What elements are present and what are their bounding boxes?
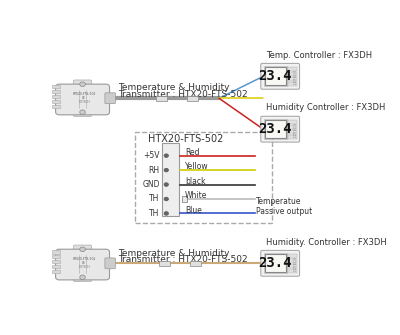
Text: Humidity. Controller : FX3DH: Humidity. Controller : FX3DH [266, 238, 387, 247]
Text: Temperatue
Passive output: Temperatue Passive output [256, 197, 312, 216]
Text: Blue: Blue [185, 206, 202, 215]
Bar [288, 120, 297, 124]
FancyBboxPatch shape [74, 245, 92, 254]
Bar [52, 100, 60, 103]
Text: HTX20-FTS-502: HTX20-FTS-502 [148, 134, 223, 144]
FancyBboxPatch shape [56, 249, 110, 280]
Bar [156, 96, 167, 100]
Bar [288, 77, 297, 81]
FancyBboxPatch shape [261, 251, 300, 276]
Text: Transmitter : HTX20-FTS-502: Transmitter : HTX20-FTS-502 [118, 90, 248, 99]
Text: Red: Red [185, 148, 199, 157]
Bar [187, 96, 198, 100]
FancyBboxPatch shape [74, 108, 92, 117]
Text: 23.4: 23.4 [258, 256, 292, 270]
Text: 23.4: 23.4 [258, 122, 292, 136]
Bar [135, 132, 272, 223]
Circle shape [164, 183, 168, 186]
FancyBboxPatch shape [105, 258, 116, 269]
Circle shape [80, 247, 85, 252]
Bar [159, 261, 170, 266]
Bar [190, 261, 201, 266]
Text: Temperature & Humidity: Temperature & Humidity [118, 83, 230, 92]
Text: black: black [185, 177, 205, 186]
Bar [52, 270, 60, 273]
Bar [264, 253, 287, 273]
Bar [288, 125, 297, 129]
Circle shape [164, 197, 168, 201]
Circle shape [80, 82, 85, 86]
Text: RH: RH [149, 165, 160, 175]
Bar [264, 66, 287, 86]
Text: Temp. Controller : FX3DH: Temp. Controller : FX3DH [266, 51, 372, 60]
Text: DOTECH: DOTECH [78, 99, 90, 104]
FancyBboxPatch shape [74, 80, 92, 88]
Bar [162, 143, 179, 216]
FancyBboxPatch shape [105, 93, 116, 104]
FancyBboxPatch shape [261, 116, 300, 142]
Text: +5V: +5V [143, 151, 160, 160]
Text: HTX20-FTS-502: HTX20-FTS-502 [72, 92, 96, 96]
Bar [288, 135, 297, 139]
Bar [52, 95, 60, 98]
Text: DOTECH: DOTECH [294, 122, 298, 137]
Bar [265, 254, 286, 272]
Bar [52, 255, 60, 258]
Text: CE: CE [82, 261, 86, 265]
Bar [288, 269, 297, 273]
Circle shape [164, 212, 168, 215]
Text: Humidity Controller : FX3DH: Humidity Controller : FX3DH [266, 104, 386, 113]
Bar [52, 105, 60, 108]
Bar [288, 130, 297, 134]
Circle shape [80, 275, 85, 280]
Bar [288, 82, 297, 86]
Text: TH: TH [149, 209, 160, 218]
FancyBboxPatch shape [261, 63, 300, 89]
Text: CE: CE [82, 96, 86, 100]
Text: DOTECH: DOTECH [294, 69, 298, 84]
Text: GND: GND [142, 180, 160, 189]
Text: HTX20-FTS-502: HTX20-FTS-502 [72, 258, 96, 261]
Text: DOTECH: DOTECH [78, 265, 90, 269]
Text: DOTECH: DOTECH [294, 256, 298, 271]
Bar [264, 119, 287, 139]
Bar [265, 120, 286, 138]
Bar [52, 250, 60, 254]
Bar [288, 254, 297, 258]
Text: Transmitter : HTX20-FTS-502: Transmitter : HTX20-FTS-502 [118, 255, 248, 264]
Text: TH: TH [149, 195, 160, 203]
Text: White: White [185, 191, 207, 200]
Circle shape [80, 110, 85, 115]
Bar [288, 72, 297, 76]
Bar [288, 259, 297, 263]
Circle shape [164, 168, 168, 172]
Text: Yellow: Yellow [185, 162, 208, 171]
Bar [288, 264, 297, 268]
Bar [288, 67, 297, 71]
Bar [182, 196, 187, 202]
Text: 23.4: 23.4 [258, 69, 292, 83]
Bar [52, 265, 60, 268]
Bar [52, 85, 60, 88]
FancyBboxPatch shape [74, 273, 92, 282]
Bar [52, 90, 60, 93]
Bar [52, 260, 60, 263]
FancyBboxPatch shape [56, 84, 110, 115]
Circle shape [164, 154, 168, 157]
Text: Temperature & Humidity: Temperature & Humidity [118, 249, 230, 258]
Bar [265, 67, 286, 85]
